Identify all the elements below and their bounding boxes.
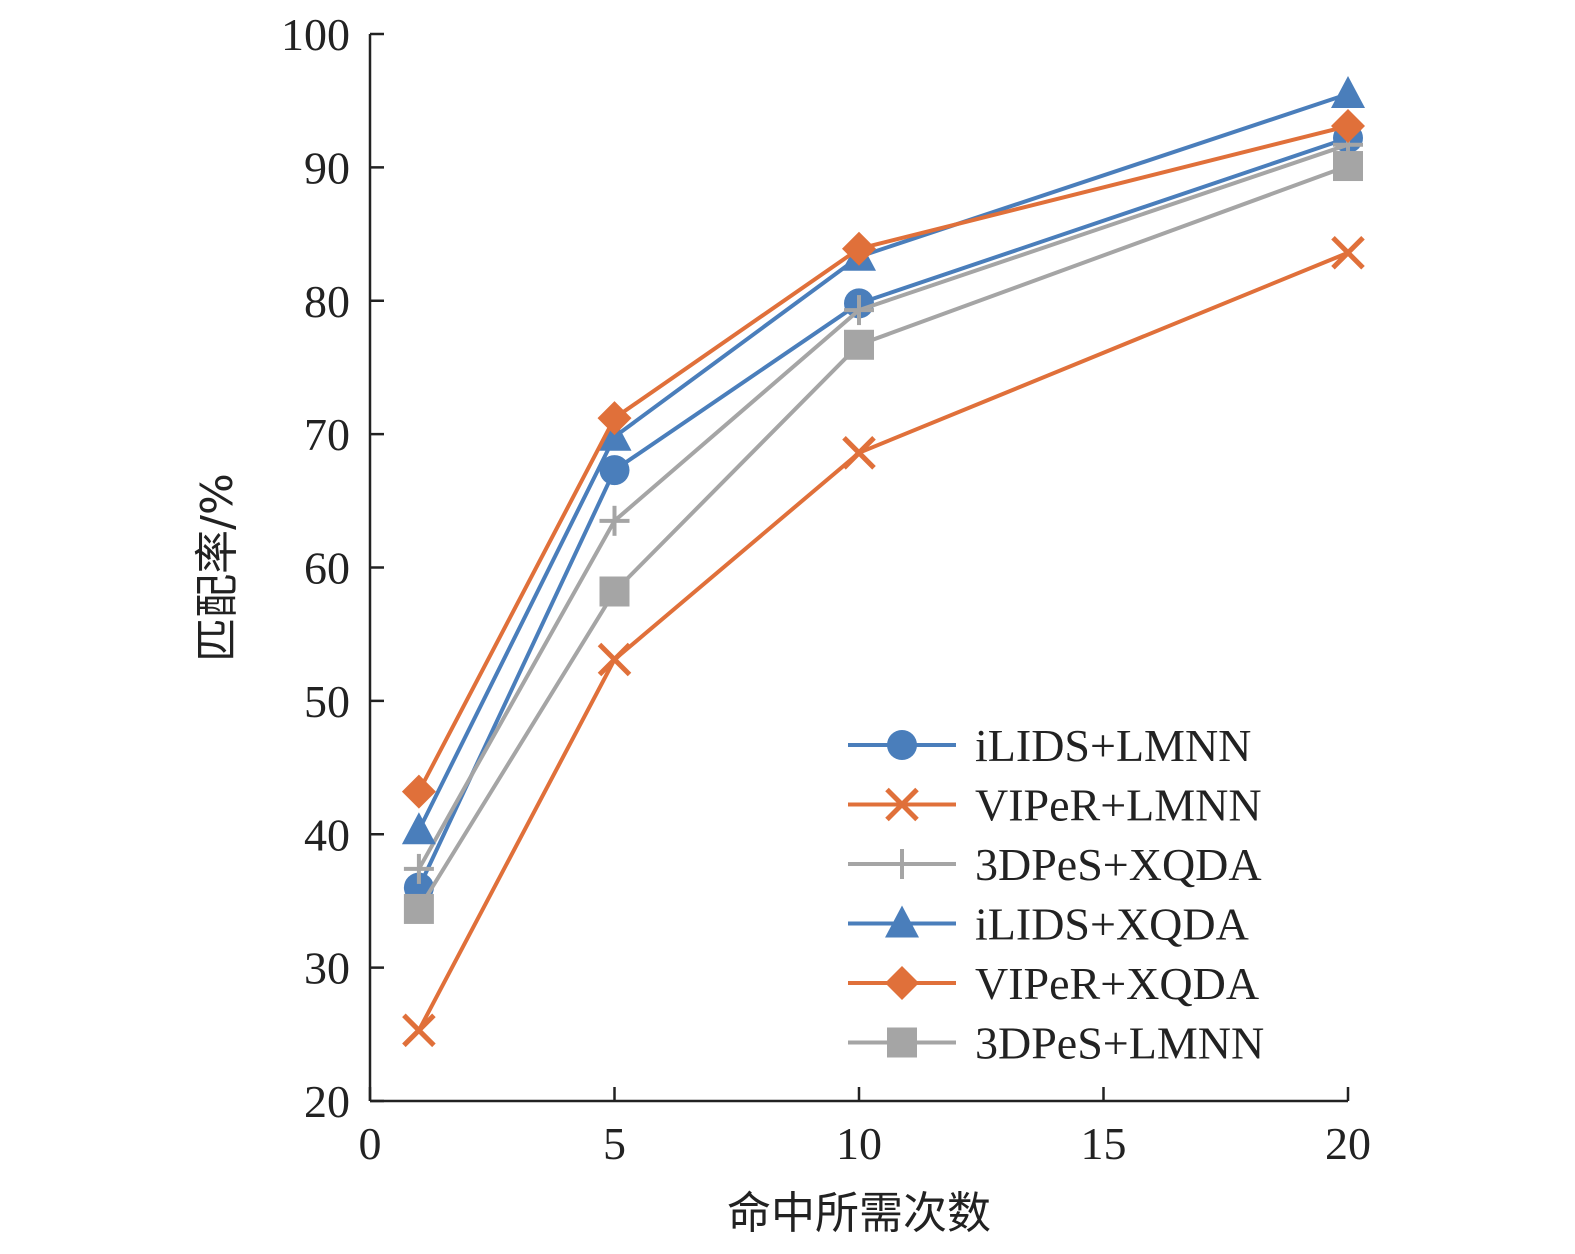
y-tick-label: 100 bbox=[281, 9, 350, 60]
y-tick-label: 90 bbox=[304, 142, 350, 193]
series-line-ilids-lmnn bbox=[417, 136, 1349, 889]
y-axis-title: 匹配率/% bbox=[192, 473, 243, 662]
legend-entry-ilids-lmnn: iLIDS+LMNN bbox=[848, 720, 1251, 771]
legend-label: VIPeR+LMNN bbox=[975, 780, 1262, 831]
y-tick-label: 40 bbox=[304, 809, 350, 860]
legend-marker bbox=[885, 905, 919, 938]
series-line-3dpes-xqda bbox=[417, 142, 1349, 870]
y-tick-label: 60 bbox=[304, 543, 350, 594]
legend-entry-3dpes-lmnn: 3DPeS+LMNN bbox=[848, 1018, 1264, 1069]
data-point-3dpes-lmnn bbox=[1333, 151, 1363, 182]
data-point-viper-xqda bbox=[842, 231, 876, 266]
y-tick-label: 30 bbox=[304, 943, 350, 994]
legend-entry-3dpes-xqda: 3DPeS+XQDA bbox=[848, 839, 1262, 890]
data-point-viper-lmnn bbox=[1331, 235, 1365, 270]
legend-marker bbox=[887, 730, 917, 760]
legend-marker-stroke bbox=[885, 787, 919, 822]
series-viper-lmnn bbox=[402, 235, 1365, 1048]
legend-entry-viper-xqda: VIPeR+XQDA bbox=[848, 958, 1259, 1009]
legend-marker bbox=[887, 849, 917, 879]
data-point-3dpes-xqda bbox=[599, 505, 630, 536]
legend-label: iLIDS+LMNN bbox=[975, 720, 1251, 771]
data-point-viper-xqda bbox=[1331, 109, 1365, 144]
x-tick-label: 15 bbox=[1081, 1118, 1127, 1169]
series-3dpes-xqda bbox=[403, 129, 1363, 884]
x-tick-label: 20 bbox=[1325, 1118, 1371, 1169]
legend: iLIDS+LMNN VIPeR+LMNN 3DPeS+XQDA iLIDS+XQDA… bbox=[848, 720, 1264, 1069]
data-point-3dpes-xqda bbox=[844, 295, 874, 326]
legend-label: iLIDS+XQDA bbox=[975, 899, 1249, 950]
data-point-3dpes-lmnn bbox=[844, 329, 874, 360]
y-tick-label: 50 bbox=[304, 676, 350, 727]
y-tick-label: 80 bbox=[304, 276, 350, 327]
data-point-ilids-xqda bbox=[401, 812, 436, 845]
legend-label: 3DPeS+LMNN bbox=[975, 1018, 1264, 1069]
legend-marker bbox=[885, 966, 919, 1000]
x-axis-title: 命中所需次数 bbox=[727, 1188, 991, 1239]
legend-marker bbox=[887, 1027, 917, 1058]
legend-label: 3DPeS+XQDA bbox=[975, 839, 1262, 890]
data-point-viper-xqda bbox=[401, 774, 436, 809]
series-line-ilids-xqda bbox=[417, 92, 1349, 832]
series-line-3dpes-lmnn bbox=[417, 164, 1349, 910]
legend-marker bbox=[885, 787, 919, 822]
series-layer bbox=[401, 76, 1365, 1048]
data-point-3dpes-lmnn bbox=[599, 576, 630, 607]
x-axis-ticks: 0 5 10 15 20 bbox=[359, 1087, 1371, 1169]
data-point-viper-lmnn-stroke bbox=[597, 642, 632, 677]
data-point-viper-lmnn-stroke bbox=[1331, 235, 1365, 270]
x-tick-label: 10 bbox=[836, 1118, 882, 1169]
y-tick-label: 20 bbox=[304, 1076, 350, 1127]
data-point-viper-lmnn bbox=[597, 642, 632, 677]
x-tick-label: 5 bbox=[603, 1118, 626, 1169]
series-viper-xqda bbox=[401, 109, 1365, 809]
x-tick-label: 0 bbox=[359, 1118, 382, 1169]
series-3dpes-lmnn bbox=[403, 151, 1363, 924]
legend-entry-viper-lmnn: VIPeR+LMNN bbox=[848, 780, 1262, 831]
legend-label: VIPeR+XQDA bbox=[975, 958, 1259, 1009]
data-point-viper-xqda bbox=[597, 401, 632, 436]
data-point-3dpes-xqda bbox=[403, 853, 434, 884]
data-point-viper-lmnn-stroke bbox=[842, 436, 876, 470]
data-point-viper-lmnn-stroke bbox=[402, 1013, 436, 1048]
legend-entry-ilids-xqda: iLIDS+XQDA bbox=[848, 899, 1249, 950]
y-tick-label: 70 bbox=[304, 409, 350, 460]
data-point-viper-lmnn bbox=[402, 1013, 436, 1048]
axes: 20 30 40 50 60 70 80 90 100 0 5 10 15 20 bbox=[281, 9, 1371, 1169]
y-axis-ticks: 20 30 40 50 60 70 80 90 100 bbox=[281, 9, 384, 1127]
data-point-3dpes-lmnn bbox=[403, 893, 434, 924]
series-line-viper-xqda bbox=[417, 124, 1349, 793]
series-line-viper-lmnn bbox=[417, 250, 1349, 1032]
data-point-ilids-lmnn bbox=[599, 455, 630, 486]
data-point-ilids-xqda bbox=[1331, 76, 1365, 109]
data-point-viper-lmnn bbox=[842, 436, 876, 470]
